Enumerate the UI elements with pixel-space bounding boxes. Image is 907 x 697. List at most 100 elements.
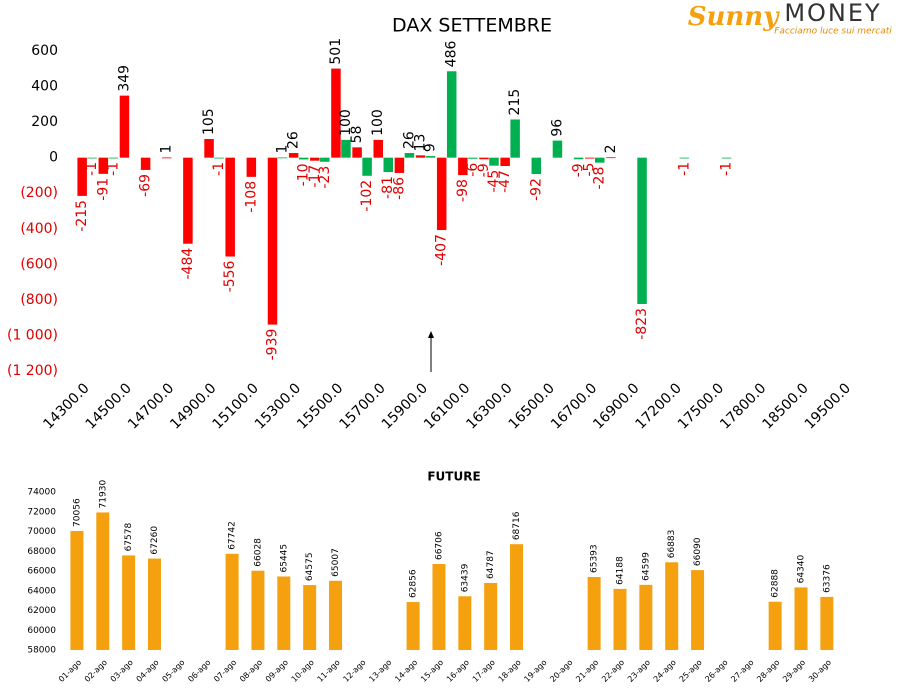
bar xyxy=(484,582,498,650)
bar xyxy=(721,157,732,159)
y-tick-label: 0 xyxy=(49,150,58,166)
bar xyxy=(510,544,524,650)
x-tick-label: 07-ago xyxy=(212,658,238,684)
bar xyxy=(468,157,478,159)
bar xyxy=(225,553,239,650)
x-tick-label: 09-ago xyxy=(264,658,290,684)
bar xyxy=(606,157,616,159)
x-tick-label: 08-ago xyxy=(238,658,264,684)
bar xyxy=(415,155,426,158)
bar xyxy=(585,157,595,159)
data-label: -23 xyxy=(317,166,333,189)
bar xyxy=(595,157,605,163)
x-tick-label: 10-ago xyxy=(290,658,316,684)
x-tick-label: 01-ago xyxy=(57,658,83,684)
bar xyxy=(352,147,362,158)
data-label: -69 xyxy=(138,174,154,197)
bar xyxy=(341,139,351,158)
bar xyxy=(404,153,415,158)
data-label: -47 xyxy=(497,170,513,193)
data-label: -86 xyxy=(391,177,407,200)
bar xyxy=(98,157,109,174)
bar xyxy=(214,157,224,159)
bar xyxy=(108,157,119,159)
bar xyxy=(613,588,627,650)
x-tick-label: 21-ago xyxy=(574,658,600,684)
x-tick-label: 25-ago xyxy=(678,658,704,684)
bar xyxy=(479,157,489,160)
data-label: -1 xyxy=(105,162,121,176)
bar xyxy=(251,570,265,650)
chart-title: FUTURE xyxy=(427,470,480,484)
bar xyxy=(665,562,679,650)
bar xyxy=(510,119,520,158)
data-label: 67260 xyxy=(150,526,160,555)
x-tick-label: 12-ago xyxy=(341,658,367,684)
data-label: 26 xyxy=(286,131,302,149)
y-tick-label: (800) xyxy=(20,292,58,308)
bar xyxy=(70,530,84,650)
data-label: 65445 xyxy=(279,544,289,573)
bar xyxy=(288,153,299,158)
data-label: 215 xyxy=(507,89,523,116)
data-label: 66090 xyxy=(693,537,703,566)
bar xyxy=(587,576,601,650)
bar xyxy=(406,602,420,650)
x-tick-label: 11-ago xyxy=(316,658,342,684)
bar xyxy=(394,157,405,173)
y-tick-label: 66000 xyxy=(27,567,56,577)
bar xyxy=(768,601,782,650)
bar xyxy=(446,71,457,158)
data-label: 63376 xyxy=(822,564,832,593)
y-tick-label: 64000 xyxy=(27,586,56,596)
bar xyxy=(140,157,151,170)
y-tick-label: 72000 xyxy=(27,507,56,517)
bar xyxy=(820,596,834,650)
bar xyxy=(362,157,372,176)
bar xyxy=(489,157,499,166)
data-label: 501 xyxy=(328,38,344,65)
annotation-arrowhead xyxy=(428,331,434,338)
bar xyxy=(148,558,162,650)
data-label: 65393 xyxy=(590,544,600,573)
bar xyxy=(277,157,288,159)
data-label: -10 xyxy=(296,163,312,186)
data-label: -484 xyxy=(180,248,196,280)
x-tick-label: 05-ago xyxy=(160,658,186,684)
bar xyxy=(383,157,393,173)
data-label: -28 xyxy=(592,167,608,190)
data-label: -1 xyxy=(676,162,692,176)
y-tick-label: (200) xyxy=(20,185,58,201)
data-label: 68716 xyxy=(512,511,522,540)
x-tick-label: 02-ago xyxy=(83,658,109,684)
data-label: -9 xyxy=(571,163,587,177)
x-tick-label: 24-ago xyxy=(652,658,678,684)
data-label: -215 xyxy=(74,200,90,232)
data-label: -91 xyxy=(95,178,111,201)
data-label: -1 xyxy=(211,162,227,176)
bar xyxy=(458,157,468,176)
data-label: -6 xyxy=(465,163,481,177)
data-label: 100 xyxy=(370,109,386,136)
bar xyxy=(639,584,653,650)
y-tick-label: 58000 xyxy=(27,646,56,656)
x-tick-label: 14-ago xyxy=(393,658,419,684)
bar xyxy=(267,157,278,325)
data-label: 105 xyxy=(201,108,217,135)
x-tick-label: 19500.0 xyxy=(802,380,854,432)
data-label: 64599 xyxy=(641,552,651,581)
y-tick-label: 200 xyxy=(31,114,58,130)
bar xyxy=(87,157,97,159)
data-label: 1 xyxy=(275,145,291,154)
data-label: 13 xyxy=(413,134,429,152)
data-label: 58 xyxy=(349,126,365,144)
data-label: 64188 xyxy=(615,556,625,585)
x-tick-label: 22-ago xyxy=(600,658,626,684)
data-label: -939 xyxy=(265,329,281,361)
data-label: 64340 xyxy=(797,554,807,583)
data-label: -92 xyxy=(528,178,544,201)
y-tick-label: 600 xyxy=(31,43,58,59)
data-label: 63439 xyxy=(460,563,470,592)
data-label: -98 xyxy=(455,179,471,202)
